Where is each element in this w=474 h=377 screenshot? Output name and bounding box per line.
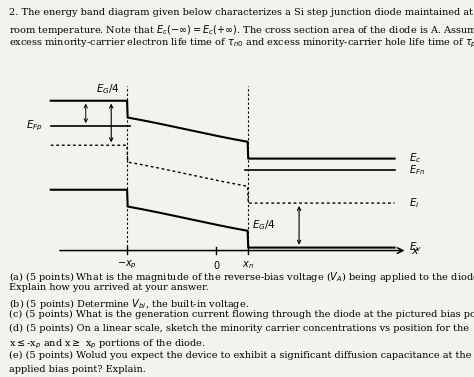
Text: Explain how you arrived at your answer.: Explain how you arrived at your answer.: [9, 283, 208, 292]
Text: $x_n$: $x_n$: [242, 259, 254, 271]
Text: $E_c$: $E_c$: [409, 152, 421, 166]
Text: $E_v$: $E_v$: [409, 241, 421, 254]
Text: (d) (5 points) On a linear scale, sketch the minority carrier concentrations vs : (d) (5 points) On a linear scale, sketch…: [9, 324, 468, 333]
Text: room temperature. Note that $E_c(-\infty) = E_c(+\infty)$. The cross section are: room temperature. Note that $E_c(-\infty…: [9, 23, 474, 37]
Text: $-x_p$: $-x_p$: [117, 259, 137, 271]
Text: $E_{Fp}$: $E_{Fp}$: [26, 119, 43, 133]
Text: $E_{Fn}$: $E_{Fn}$: [409, 164, 425, 177]
Text: (a) (5 points) What is the magnitude of the reverse-bias voltage ($V_A$) being a: (a) (5 points) What is the magnitude of …: [9, 270, 474, 284]
Text: x$\leq$-x$_p$ and x$\geq$ x$_p$ portions of the diode.: x$\leq$-x$_p$ and x$\geq$ x$_p$ portions…: [9, 337, 205, 351]
Text: excess minority-carrier electron life time of $\tau_{n0}$ and excess minority-ca: excess minority-carrier electron life ti…: [9, 37, 474, 51]
Text: $x$: $x$: [410, 245, 419, 256]
Text: $E_i$: $E_i$: [409, 196, 419, 210]
Text: $E_G/4$: $E_G/4$: [252, 218, 276, 232]
Text: (b) (5 points) Determine $V_{bi}$, the built-in voltage.: (b) (5 points) Determine $V_{bi}$, the b…: [9, 297, 249, 311]
Text: $E_G/4$: $E_G/4$: [96, 83, 120, 96]
Text: 2. The energy band diagram given below characterizes a Si step junction diode ma: 2. The energy band diagram given below c…: [9, 8, 473, 17]
Text: applied bias point? Explain.: applied bias point? Explain.: [9, 365, 146, 374]
Text: (c) (5 points) What is the generation current flowing through the diode at the p: (c) (5 points) What is the generation cu…: [9, 310, 474, 319]
Text: $0$: $0$: [212, 259, 220, 271]
Text: (e) (5 points) Wolud you expect the device to exhibit a significant diffusion ca: (e) (5 points) Wolud you expect the devi…: [9, 351, 471, 360]
